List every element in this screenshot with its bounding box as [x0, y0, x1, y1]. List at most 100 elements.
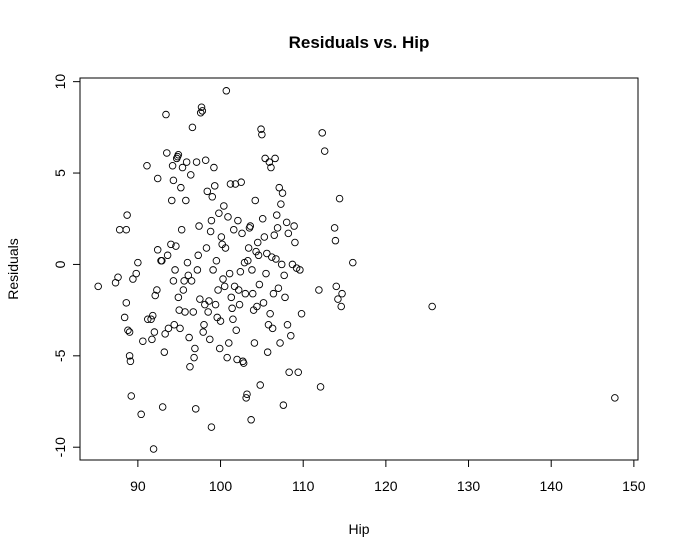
x-axis-label: Hip — [348, 521, 369, 537]
data-point — [181, 308, 189, 316]
data-point — [279, 401, 288, 409]
data-point — [211, 300, 220, 309]
data-point — [139, 337, 147, 345]
data-point — [182, 196, 190, 205]
data-point — [223, 353, 231, 362]
data-point — [337, 302, 345, 311]
data-point — [195, 222, 203, 230]
data-point — [194, 251, 202, 260]
data-point — [255, 280, 264, 289]
data-point — [203, 187, 212, 196]
data-point — [94, 282, 102, 291]
data-point — [132, 269, 140, 278]
data-point — [148, 335, 156, 344]
data-point — [316, 383, 325, 391]
data-point — [172, 242, 180, 250]
chart-title: Residuals vs. Hip — [289, 33, 430, 52]
data-point — [183, 258, 192, 267]
data-point — [232, 326, 240, 334]
data-point — [428, 302, 436, 311]
x-tick-label: 150 — [622, 478, 646, 494]
x-tick-label: 110 — [292, 478, 315, 494]
data-point — [320, 147, 329, 155]
data-point — [222, 87, 231, 95]
data-point — [180, 277, 188, 285]
data-point — [264, 320, 273, 329]
data-point — [169, 277, 178, 285]
data-point — [248, 266, 256, 274]
data-point — [268, 324, 277, 333]
data-point — [225, 269, 234, 278]
data-point — [256, 381, 264, 389]
data-point — [271, 154, 279, 163]
data-point — [153, 286, 161, 294]
data-point — [169, 176, 178, 185]
data-point — [261, 154, 269, 163]
data-point — [249, 289, 257, 298]
data-point — [168, 161, 177, 170]
data-point — [236, 267, 245, 276]
data-point — [230, 225, 238, 234]
data-point — [250, 339, 259, 347]
data-point — [335, 194, 344, 203]
y-axis: -10 -5 0 5 10 — [52, 74, 81, 457]
data-point — [168, 196, 176, 205]
data-point — [288, 260, 297, 269]
data-point — [230, 282, 239, 291]
data-point — [290, 222, 298, 230]
data-point — [115, 225, 124, 234]
y-tick-label: 0 — [52, 260, 68, 268]
data-point — [122, 299, 131, 307]
data-point — [280, 271, 288, 280]
data-point — [267, 163, 275, 172]
x-tick-label: 100 — [209, 478, 233, 494]
data-point — [246, 222, 255, 230]
data-point — [253, 238, 262, 247]
data-point — [266, 310, 274, 318]
y-tick-label: -10 — [52, 437, 68, 457]
data-point — [207, 423, 216, 431]
data-point — [201, 300, 209, 309]
data-point — [291, 238, 299, 247]
data-point — [315, 286, 323, 294]
data-point — [178, 163, 187, 172]
data-point — [197, 103, 206, 111]
data-point — [277, 260, 286, 269]
data-point — [214, 286, 222, 294]
data-point — [265, 158, 274, 166]
data-point — [237, 178, 245, 186]
data-point — [244, 257, 252, 265]
data-point — [229, 315, 237, 324]
data-point — [238, 229, 246, 238]
data-point — [349, 258, 357, 267]
data-point — [182, 158, 191, 166]
data-point — [284, 229, 293, 238]
data-point — [187, 277, 196, 285]
data-point — [224, 213, 232, 221]
data-point — [198, 107, 207, 115]
data-point — [253, 302, 261, 311]
data-point — [161, 330, 169, 338]
data-point — [235, 300, 244, 309]
data-point — [125, 352, 134, 360]
data-point — [163, 251, 172, 260]
y-axis-label: Residuals — [5, 238, 21, 299]
data-point — [330, 224, 339, 232]
data-point — [268, 253, 276, 261]
data-point — [174, 151, 183, 159]
data-point — [225, 339, 233, 347]
data-point — [244, 244, 253, 252]
data-point — [294, 368, 302, 377]
data-point — [273, 224, 282, 232]
data-point — [278, 189, 287, 197]
data-point — [332, 282, 341, 291]
data-point — [167, 240, 175, 249]
data-point — [187, 171, 195, 179]
data-point — [127, 392, 136, 400]
data-point — [258, 214, 267, 223]
data-point — [242, 394, 250, 402]
data-point — [129, 275, 137, 283]
y-tick-label: -5 — [52, 349, 68, 362]
data-point — [259, 299, 268, 307]
